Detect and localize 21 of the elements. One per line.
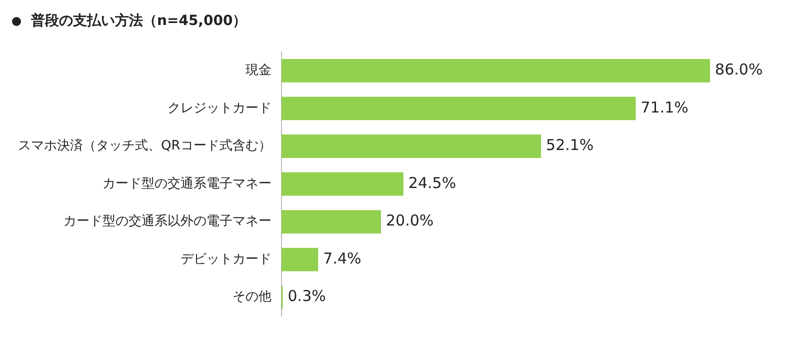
bar — [281, 96, 636, 120]
data-label: 52.1% — [546, 136, 594, 154]
data-label: 71.1% — [640, 98, 688, 116]
y-tick-label: その他 — [232, 290, 272, 305]
bar — [281, 248, 318, 272]
data-label: 86.0% — [715, 60, 763, 79]
y-tick-label: 現金 — [245, 63, 272, 78]
y-tick-label: カード型の交通系以外の電子マネー — [63, 213, 272, 230]
bar — [281, 210, 381, 234]
text: 普段の支払い方法（n=45,000） — [31, 12, 247, 30]
data-label: 20.0% — [386, 212, 434, 230]
y-tick-label: デビットカード — [180, 252, 272, 267]
data-label: 7.4% — [323, 249, 362, 268]
bar — [281, 172, 404, 196]
y-tick-label: カード型の交通系電子マネー — [102, 175, 272, 192]
y-tick-label: スマホ決済（タッチ式、QRコード式含む） — [18, 138, 272, 154]
data-label: 24.5% — [408, 174, 456, 192]
bar — [281, 58, 710, 82]
y-tick-label: クレジットカード — [167, 100, 272, 116]
bar — [281, 134, 542, 158]
data-label: 0.3% — [288, 287, 326, 306]
